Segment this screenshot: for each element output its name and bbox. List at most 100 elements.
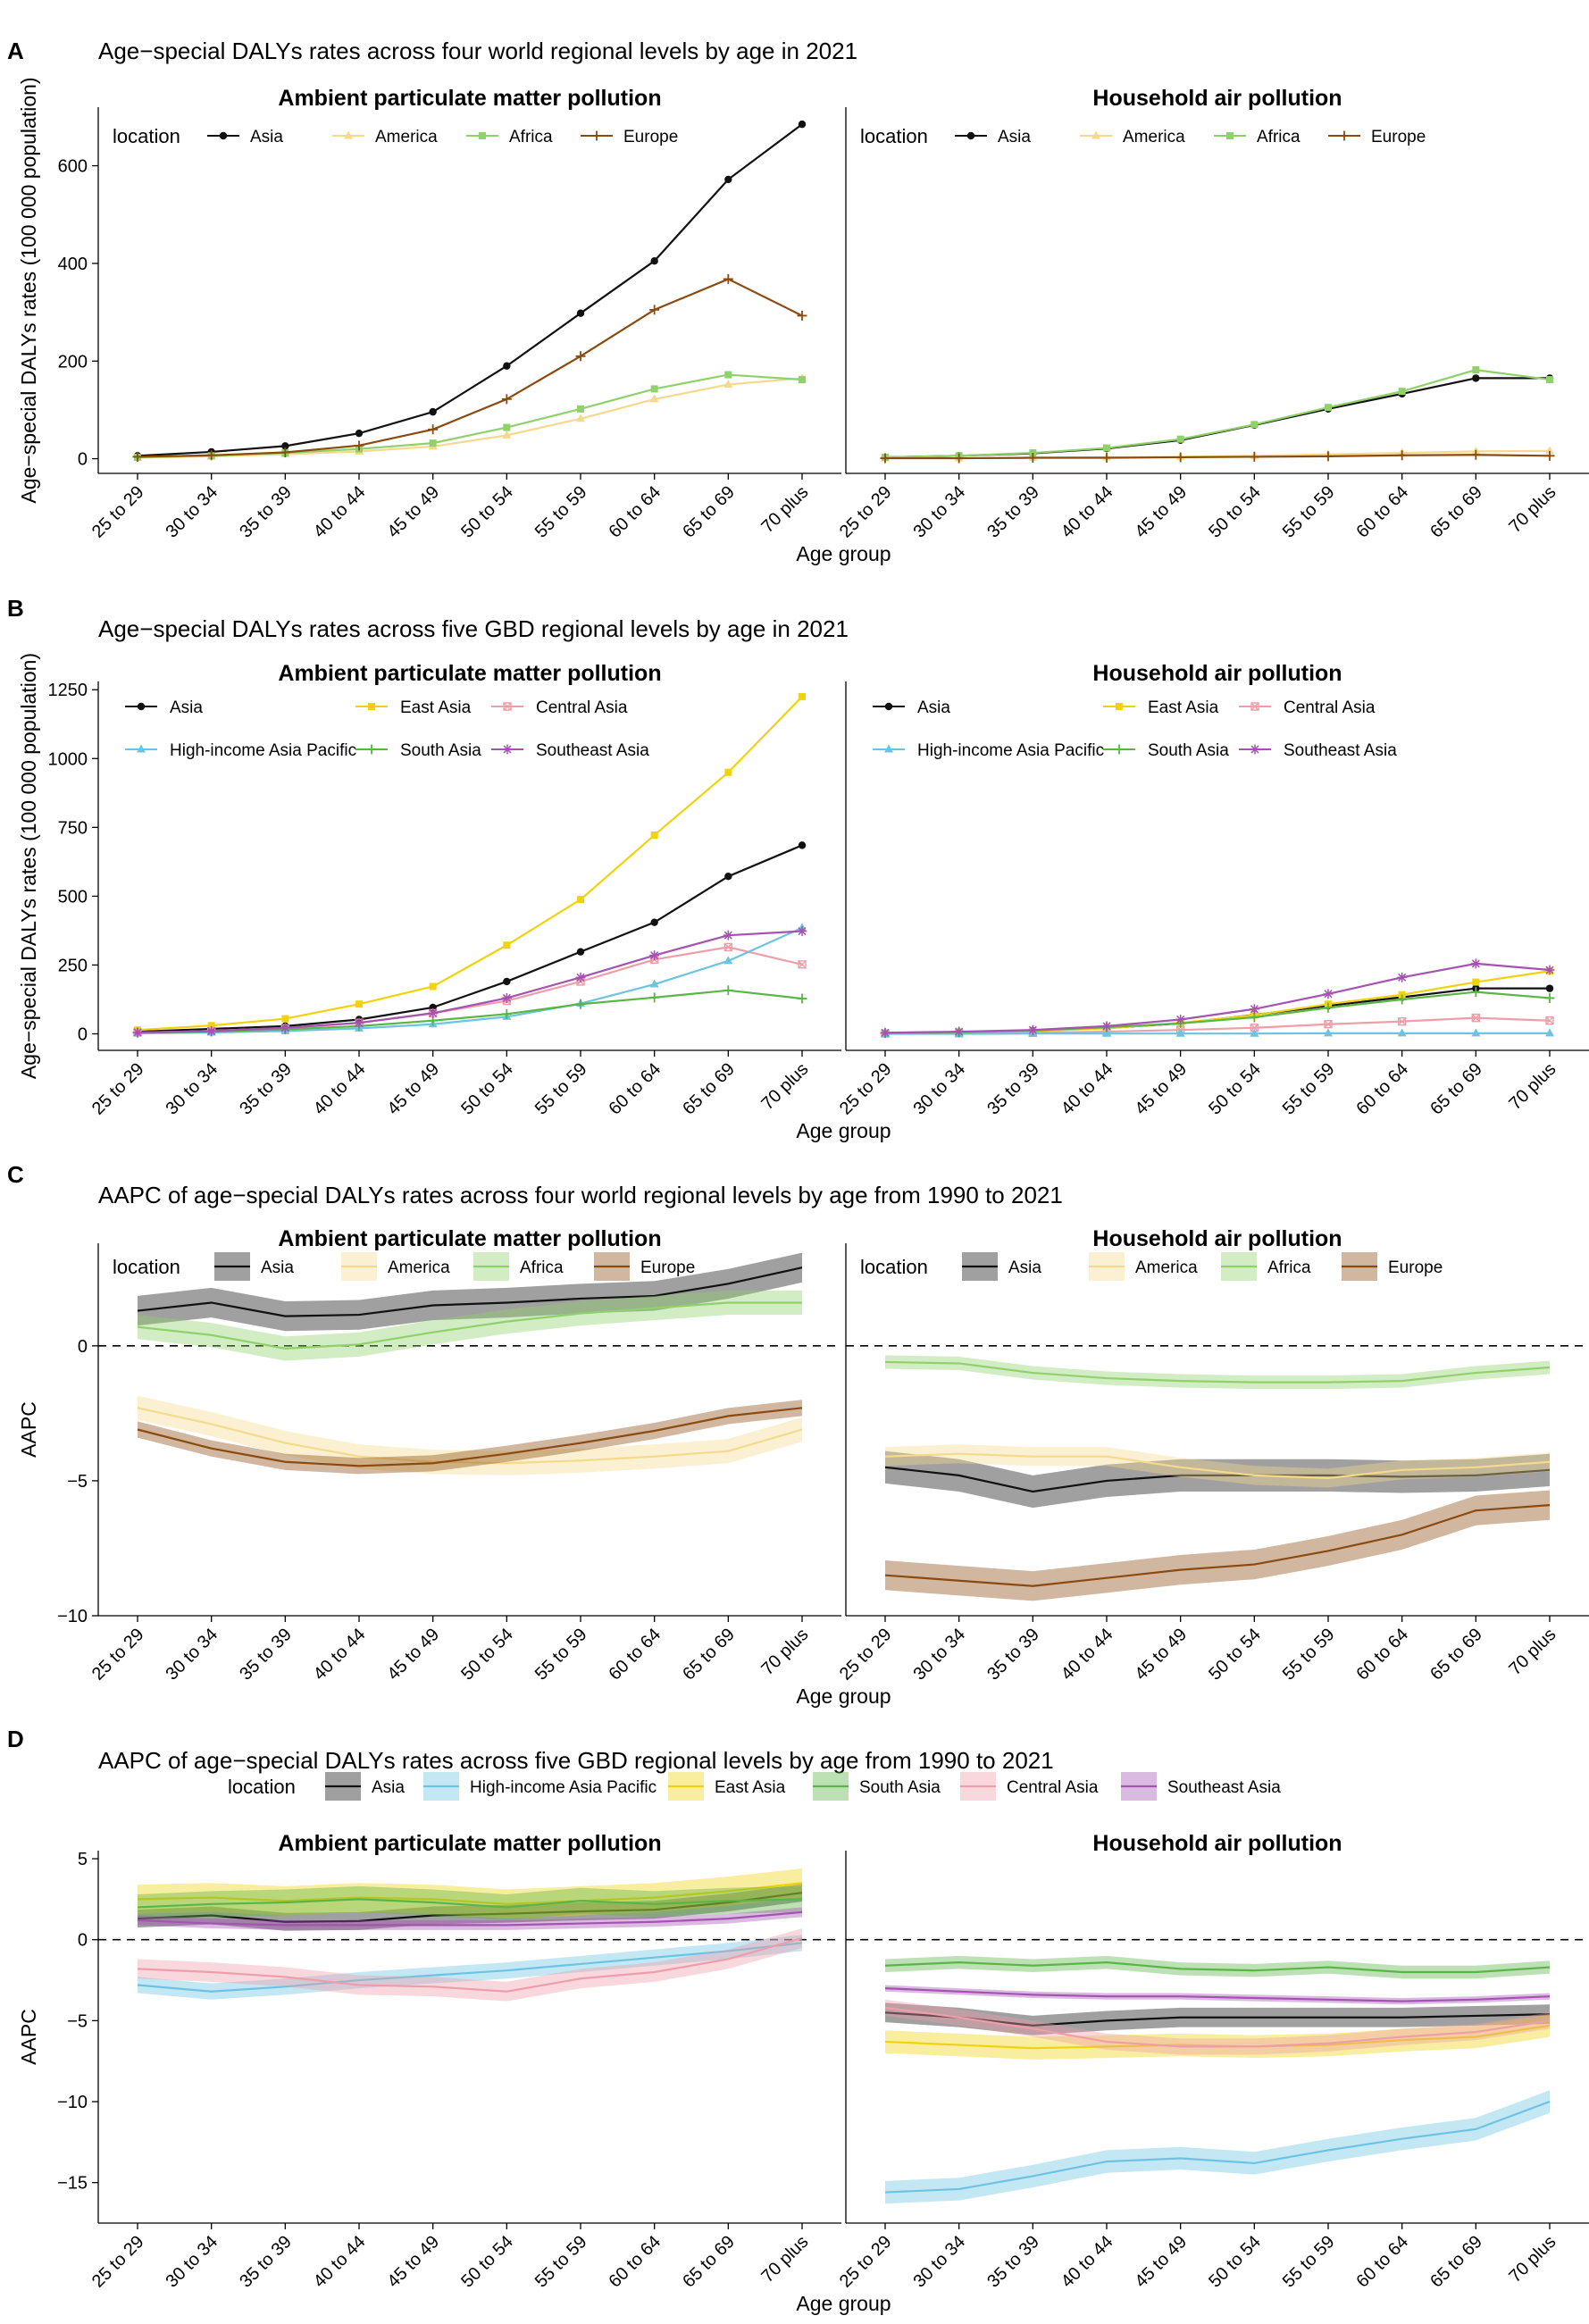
legend-item-asia: Asia xyxy=(325,1772,405,1801)
data-point xyxy=(1397,994,1408,1005)
series-high-income-asia-pacific xyxy=(133,923,807,1037)
series-europe xyxy=(132,273,807,462)
data-point xyxy=(577,896,584,904)
data-point xyxy=(428,1007,439,1018)
x-tick-label: 45 to 49 xyxy=(384,2232,444,2292)
legend-label: Africa xyxy=(520,1258,564,1277)
x-axis-label: Age group xyxy=(796,1119,891,1142)
x-tick-label: 30 to 34 xyxy=(163,1625,222,1684)
data-point xyxy=(1103,444,1110,452)
series-africa xyxy=(134,371,806,461)
legend-item-asia: Asia xyxy=(125,698,203,717)
confidence-band xyxy=(138,1868,802,1919)
data-point xyxy=(576,309,585,317)
data-point xyxy=(650,385,658,393)
legend-marker xyxy=(479,132,486,139)
data-point xyxy=(798,120,807,129)
facet-title: Household air pollution xyxy=(1092,86,1342,111)
panel-label: A xyxy=(7,38,24,64)
y-tick-label: 0 xyxy=(78,1025,88,1045)
y-tick-label: 600 xyxy=(58,157,88,177)
x-tick-label: 65 to 69 xyxy=(679,1625,739,1684)
x-tick-label: 55 to 59 xyxy=(1279,2232,1339,2292)
x-tick-label: 70 plus xyxy=(1505,1059,1560,1114)
x-tick-label: 65 to 69 xyxy=(1426,1059,1486,1119)
y-tick-label: 0 xyxy=(78,1931,88,1951)
x-tick-label: 60 to 64 xyxy=(1353,482,1413,542)
data-point xyxy=(354,1017,364,1028)
legend-item-southeast-asia: Southeast Asia xyxy=(1239,741,1397,760)
data-point xyxy=(1546,376,1553,384)
data-point xyxy=(1470,449,1481,460)
data-point xyxy=(281,1015,289,1023)
legend-marker xyxy=(366,744,377,755)
legend-label: East Asia xyxy=(715,1778,786,1797)
facet-household-air-pollution: Household air pollution 25 to 29 30 to 34 3… xyxy=(836,1831,1589,2292)
series-southeast-asia xyxy=(884,1985,1551,2005)
series-line xyxy=(884,368,1551,459)
legend-label: Southeast Asia xyxy=(1284,741,1397,760)
data-point xyxy=(1324,1028,1333,1037)
y-axis-label: AAPC xyxy=(17,2009,40,2065)
data-point xyxy=(1545,446,1554,455)
data-point xyxy=(1470,987,1481,998)
legend-label: Asia xyxy=(170,698,203,717)
series-line xyxy=(884,962,1551,1034)
confidence-band xyxy=(138,1400,802,1475)
data-point xyxy=(723,985,733,996)
data-point xyxy=(1471,1028,1481,1037)
confidence-band xyxy=(885,2002,1550,2036)
y-tick-label: −10 xyxy=(57,1607,88,1626)
confidence-band xyxy=(138,1935,802,2000)
facet-title: Ambient particulate matter pollution xyxy=(278,1226,661,1251)
series-line xyxy=(137,930,803,1034)
legend-label: America xyxy=(375,128,438,146)
series-south-asia xyxy=(884,1955,1551,1979)
legend-item-asia: Asia xyxy=(955,128,1031,146)
legend-title: location xyxy=(113,125,180,147)
data-point xyxy=(1323,989,1334,999)
legend-label: High-income Asia Pacific xyxy=(917,741,1104,760)
legend-item-central-asia: Central Asia xyxy=(1239,698,1376,717)
data-point xyxy=(280,1023,290,1033)
data-point xyxy=(576,948,585,956)
legend: location Asia America Africa Europe xyxy=(113,1252,695,1281)
data-point xyxy=(207,1022,215,1030)
data-point xyxy=(1545,984,1554,992)
x-tick-label: 40 to 44 xyxy=(310,2232,370,2292)
x-tick-label: 70 plus xyxy=(1505,482,1560,537)
series-line xyxy=(884,1360,1551,1384)
data-point xyxy=(576,414,585,422)
series-asia xyxy=(137,1884,803,1931)
x-tick-label: 25 to 29 xyxy=(88,482,148,542)
y-tick-label: 200 xyxy=(58,352,88,372)
data-point xyxy=(1249,1004,1259,1015)
legend-item-central-asia: Central Asia xyxy=(491,698,628,717)
legend-marker xyxy=(1250,702,1259,711)
facet-household-air-pollution: Household air pollution 25 to 29 30 to 34 3… xyxy=(836,86,1589,542)
legend-label: Central Asia xyxy=(1284,698,1376,717)
data-point xyxy=(649,992,660,1003)
series-america xyxy=(133,372,807,462)
data-point xyxy=(132,1027,143,1038)
y-tick-label: 5 xyxy=(78,1850,88,1869)
series-line xyxy=(137,1942,803,1993)
legend-label: America xyxy=(1135,1258,1198,1277)
x-tick-label: 60 to 64 xyxy=(606,1059,665,1119)
x-tick-label: 35 to 39 xyxy=(983,1059,1043,1119)
legend-label: East Asia xyxy=(400,698,472,717)
series-line xyxy=(885,454,1551,460)
x-tick-label: 25 to 29 xyxy=(88,2232,148,2292)
panel-label: D xyxy=(7,1726,24,1752)
confidence-band xyxy=(138,1885,802,1920)
legend-label: High-income Asia Pacific xyxy=(170,741,356,760)
facet-title: Ambient particulate matter pollution xyxy=(278,661,661,686)
data-point xyxy=(280,447,290,457)
legend-item-europe: Europe xyxy=(1342,1252,1443,1281)
legend-item-southeast-asia: Southeast Asia xyxy=(491,741,649,760)
data-point xyxy=(650,831,658,839)
data-point xyxy=(1250,421,1259,429)
y-tick-label: 250 xyxy=(58,956,88,975)
panel-label: C xyxy=(7,1161,24,1188)
series-america xyxy=(137,1395,803,1475)
